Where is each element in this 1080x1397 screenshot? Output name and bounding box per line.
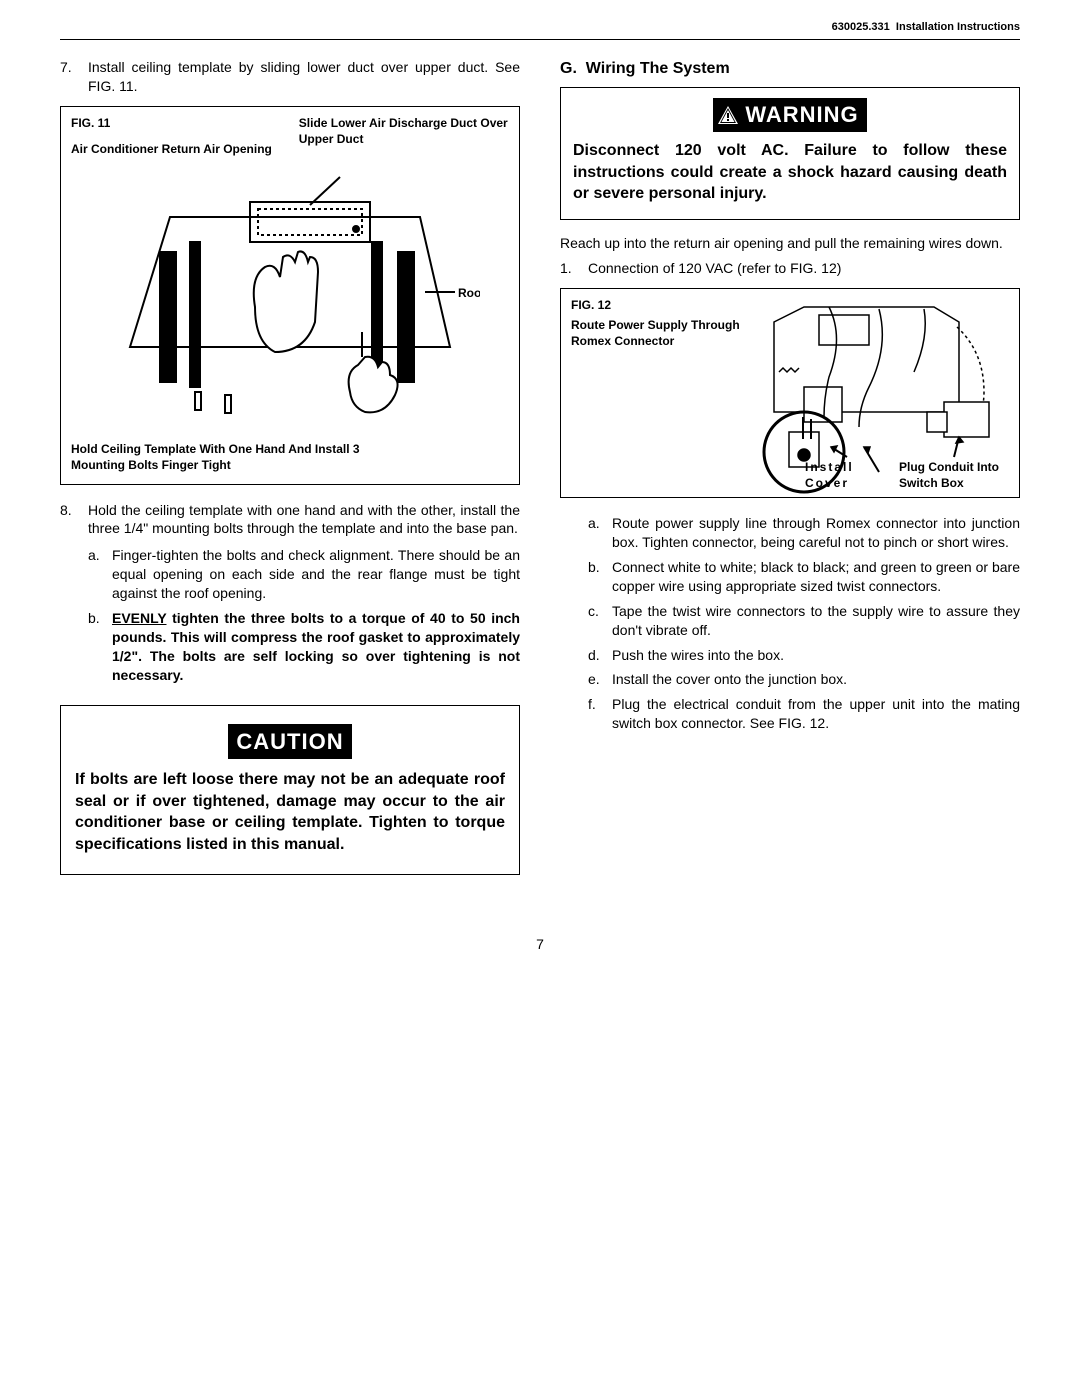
sub-number: d. — [588, 646, 612, 665]
sub-text: Plug the electrical conduit from the upp… — [612, 695, 1020, 733]
step-text: Install ceiling template by sliding lowe… — [88, 58, 520, 96]
fig11-label: FIG. 11 — [71, 115, 281, 131]
figure-12: FIG. 12 Route Power Supply Through Romex… — [560, 288, 1020, 499]
sub-text: Finger-tighten the bolts and check align… — [112, 546, 520, 603]
step-8a: a. Finger-tighten the bolts and check al… — [88, 546, 520, 603]
warning-label: WARNING — [713, 98, 866, 132]
step-8b-rest: tighten the three bolts to a torque of 4… — [112, 610, 520, 683]
fig12-route: Route Power Supply Through Romex Connect… — [571, 317, 751, 349]
content-columns: 7. Install ceiling template by sliding l… — [60, 58, 1020, 875]
sub-number: b. — [588, 558, 612, 596]
fig11-slide: Slide Lower Air Discharge Duct Over Uppe… — [299, 115, 509, 147]
caution-label: CAUTION — [228, 724, 351, 760]
wiring-step-b: b. Connect white to white; black to blac… — [588, 558, 1020, 596]
sub-text: Route power supply line through Romex co… — [612, 514, 1020, 552]
sub-number: c. — [588, 602, 612, 640]
fig12-plug: Plug Conduit Into Switch Box — [899, 459, 1009, 491]
sub-number: b. — [88, 609, 112, 685]
step-8b: b. EVENLY tighten the three bolts to a t… — [88, 609, 520, 685]
warning-label-row: WARNING — [573, 98, 1007, 132]
figure-11: FIG. 11 Air Conditioner Return Air Openi… — [60, 106, 520, 485]
page-number: 7 — [60, 935, 1020, 954]
sub-text: Install the cover onto the junction box. — [612, 670, 1020, 689]
warning-box: WARNING Disconnect 120 volt AC. Failure … — [560, 87, 1020, 219]
right-column: G. Wiring The System WARNING Disconnect … — [560, 58, 1020, 875]
doc-title: Installation Instructions — [896, 21, 1020, 33]
left-column: 7. Install ceiling template by sliding l… — [60, 58, 520, 875]
wiring-step-f: f. Plug the electrical conduit from the … — [588, 695, 1020, 733]
caution-box: CAUTION If bolts are left loose there ma… — [60, 705, 520, 875]
caution-text: If bolts are left loose there may not be… — [75, 769, 505, 855]
warning-triangle-icon — [717, 105, 739, 125]
step-number: 7. — [60, 58, 88, 96]
step-number: 1. — [560, 259, 588, 278]
sub-text: Tape the twist wire connectors to the su… — [612, 602, 1020, 640]
step-7: 7. Install ceiling template by sliding l… — [60, 58, 520, 96]
wiring-step-c: c. Tape the twist wire connectors to the… — [588, 602, 1020, 640]
fig12-install-cover: Install Cover — [805, 459, 875, 491]
wiring-step-a: a. Route power supply line through Romex… — [588, 514, 1020, 552]
wiring-intro: Reach up into the return air opening and… — [560, 234, 1020, 253]
wiring-step-1: 1. Connection of 120 VAC (refer to FIG. … — [560, 259, 1020, 278]
sub-number: e. — [588, 670, 612, 689]
section-name: Wiring The System — [586, 60, 730, 77]
fig11-hold: Hold Ceiling Template With One Hand And … — [71, 441, 378, 473]
warning-text: Disconnect 120 volt AC. Failure to follo… — [573, 140, 1007, 205]
caution-label-wrap: CAUTION — [75, 724, 505, 760]
step-8: 8. Hold the ceiling template with one ha… — [60, 501, 520, 539]
svg-text:Roof: Roof — [458, 286, 480, 300]
wiring-step-d: d. Push the wires into the box. — [588, 646, 1020, 665]
section-letter: G. — [560, 60, 577, 77]
fig11-return-air: Air Conditioner Return Air Opening — [71, 141, 281, 157]
fig12-label: FIG. 12 — [571, 297, 751, 313]
sub-number: f. — [588, 695, 612, 733]
step-number: 8. — [60, 501, 88, 539]
step-8b-lead: EVENLY — [112, 610, 166, 626]
step-text: Connection of 120 VAC (refer to FIG. 12) — [588, 259, 1020, 278]
sub-text: EVENLY tighten the three bolts to a torq… — [112, 609, 520, 685]
doc-id: 630025.331 — [832, 21, 890, 33]
sub-number: a. — [588, 514, 612, 552]
section-g-title: G. Wiring The System — [560, 58, 1020, 80]
warning-label-text: WARNING — [745, 100, 858, 130]
sub-number: a. — [88, 546, 112, 603]
page-header: 630025.331 Installation Instructions — [60, 20, 1020, 40]
wiring-step-e: e. Install the cover onto the junction b… — [588, 670, 1020, 689]
step-text: Hold the ceiling template with one hand … — [88, 501, 520, 539]
sub-text: Push the wires into the box. — [612, 646, 1020, 665]
sub-text: Connect white to white; black to black; … — [612, 558, 1020, 596]
fig11-illustration: Roof — [71, 157, 509, 441]
